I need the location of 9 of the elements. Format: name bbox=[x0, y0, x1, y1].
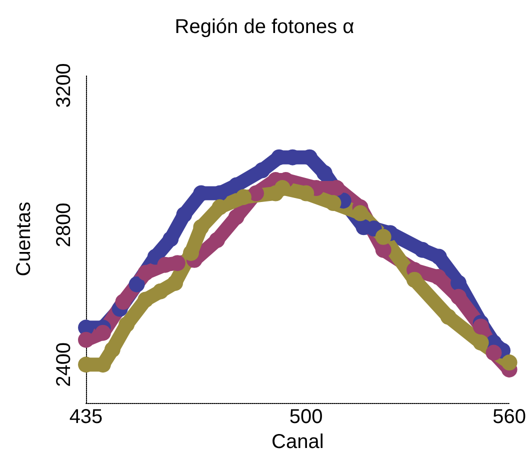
x-tick-label: 435 bbox=[69, 406, 103, 428]
y-tick-label: 3200 bbox=[53, 63, 75, 108]
y-tick-label: 2800 bbox=[53, 202, 75, 248]
x-tick-label: 560 bbox=[492, 406, 526, 428]
x-tick-label: 500 bbox=[289, 406, 323, 428]
y-tick-label: 2400 bbox=[53, 342, 75, 387]
y-axis-title: Cuentas bbox=[13, 202, 35, 276]
chart-title: Región de fotones α bbox=[174, 16, 354, 38]
x-axis-title: Canal bbox=[272, 430, 324, 453]
